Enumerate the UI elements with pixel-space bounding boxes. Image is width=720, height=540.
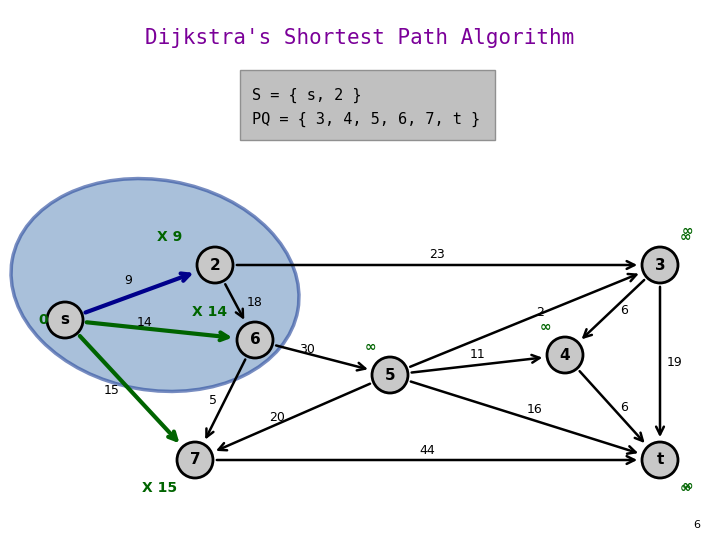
Text: 9: 9	[124, 274, 132, 287]
Text: S = { s, 2 }: S = { s, 2 }	[252, 88, 361, 103]
Text: ∞: ∞	[679, 230, 690, 244]
Text: 23: 23	[430, 248, 446, 261]
Text: X 15: X 15	[143, 481, 178, 495]
Text: 30: 30	[300, 343, 315, 356]
Circle shape	[547, 337, 583, 373]
Text: 11: 11	[469, 348, 485, 361]
Text: ∞: ∞	[364, 340, 376, 354]
Text: X 9: X 9	[158, 230, 183, 244]
Circle shape	[177, 442, 213, 478]
Text: 2: 2	[536, 306, 544, 319]
Text: 6: 6	[250, 333, 261, 348]
Circle shape	[197, 247, 233, 283]
Text: 16: 16	[527, 403, 543, 416]
FancyBboxPatch shape	[240, 70, 495, 140]
Text: X 14: X 14	[192, 305, 228, 319]
Text: 15: 15	[104, 383, 120, 396]
Circle shape	[237, 322, 273, 358]
Text: ∞: ∞	[679, 481, 690, 495]
Text: s: s	[60, 313, 70, 327]
Ellipse shape	[11, 179, 299, 392]
Text: ∞: ∞	[539, 320, 551, 334]
Text: 0: 0	[38, 313, 48, 327]
Text: 18: 18	[247, 296, 263, 309]
Circle shape	[47, 302, 83, 338]
Text: t: t	[657, 453, 664, 468]
Text: 4: 4	[559, 348, 570, 362]
Text: PQ = { 3, 4, 5, 6, 7, t }: PQ = { 3, 4, 5, 6, 7, t }	[252, 112, 480, 127]
Text: 6: 6	[621, 401, 629, 414]
Text: 19: 19	[667, 356, 683, 369]
Text: 3: 3	[654, 258, 665, 273]
Circle shape	[372, 357, 408, 393]
Text: 5: 5	[384, 368, 395, 382]
Text: 44: 44	[420, 443, 436, 456]
Text: 7: 7	[189, 453, 200, 468]
Text: 6: 6	[693, 520, 700, 530]
Text: 6: 6	[621, 303, 629, 316]
Text: ∞: ∞	[682, 479, 693, 493]
Text: 2: 2	[210, 258, 220, 273]
Text: 14: 14	[137, 315, 153, 328]
Circle shape	[642, 442, 678, 478]
Text: 5: 5	[209, 394, 217, 407]
Circle shape	[642, 247, 678, 283]
Text: ∞: ∞	[682, 224, 693, 238]
Text: 20: 20	[269, 411, 285, 424]
Text: Dijkstra's Shortest Path Algorithm: Dijkstra's Shortest Path Algorithm	[145, 28, 575, 48]
